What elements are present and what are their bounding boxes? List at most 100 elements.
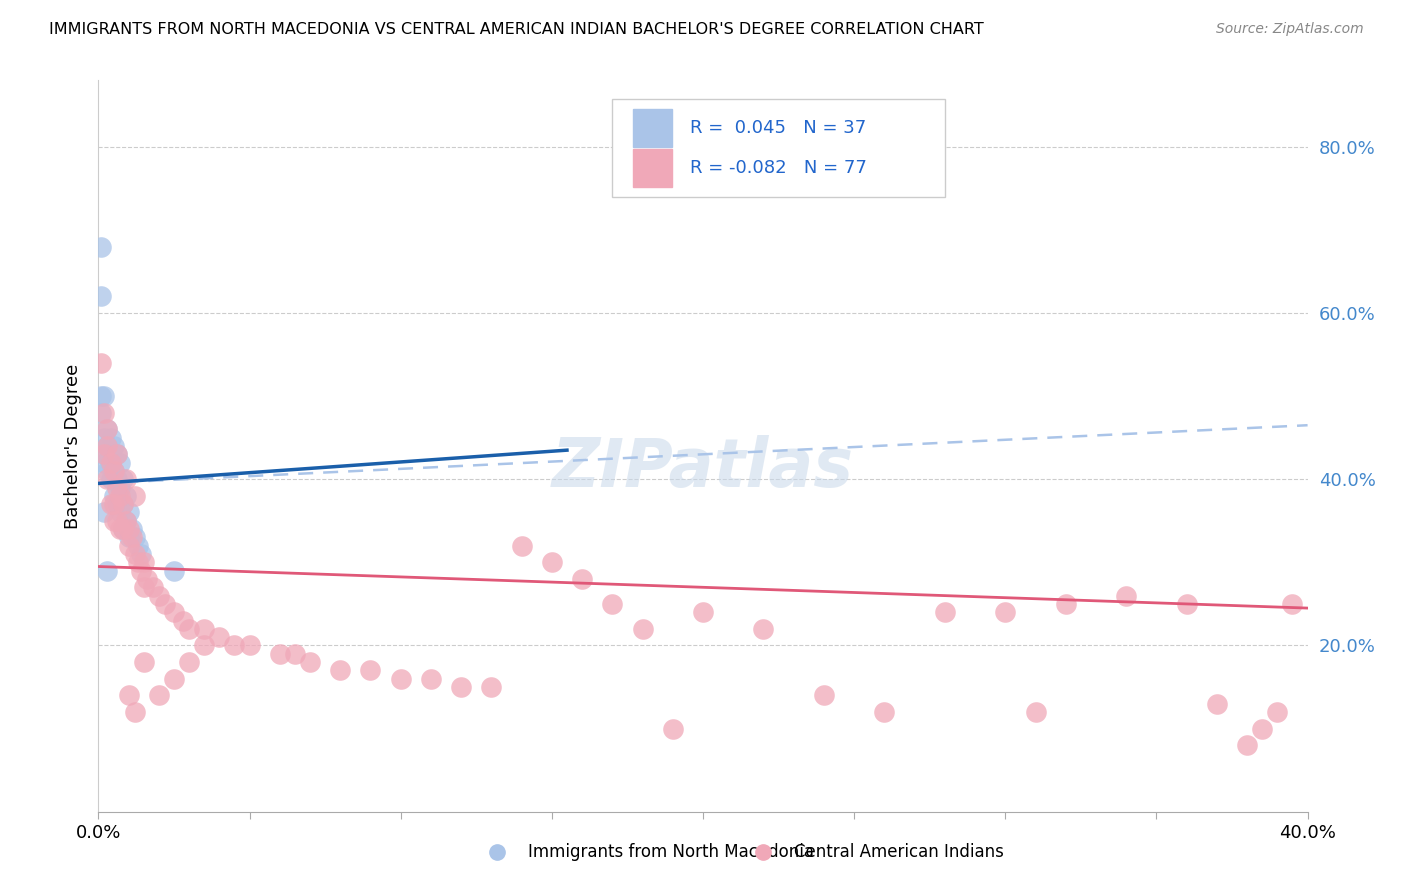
Point bbox=[661, 722, 683, 736]
Y-axis label: Bachelor's Degree: Bachelor's Degree bbox=[63, 363, 82, 529]
Point bbox=[193, 622, 215, 636]
Point bbox=[153, 597, 176, 611]
Point bbox=[111, 522, 134, 536]
Point bbox=[90, 239, 112, 253]
Text: R =  0.045   N = 37: R = 0.045 N = 37 bbox=[690, 119, 866, 136]
Point bbox=[103, 464, 125, 478]
Text: Immigrants from North Macedonia: Immigrants from North Macedonia bbox=[527, 843, 814, 861]
Point bbox=[269, 647, 291, 661]
Point bbox=[93, 389, 115, 403]
Point bbox=[96, 422, 118, 436]
FancyBboxPatch shape bbox=[613, 99, 945, 197]
Text: IMMIGRANTS FROM NORTH MACEDONIA VS CENTRAL AMERICAN INDIAN BACHELOR'S DEGREE COR: IMMIGRANTS FROM NORTH MACEDONIA VS CENTR… bbox=[49, 22, 984, 37]
Point bbox=[179, 622, 201, 636]
Point bbox=[1024, 705, 1046, 719]
Point bbox=[813, 689, 835, 703]
Point bbox=[100, 456, 122, 470]
Point bbox=[108, 506, 131, 520]
Point bbox=[224, 639, 246, 653]
Point bbox=[481, 680, 503, 694]
Point bbox=[1054, 597, 1077, 611]
Point bbox=[105, 472, 128, 486]
Point bbox=[105, 481, 128, 495]
Point bbox=[96, 422, 118, 436]
Point bbox=[93, 447, 115, 461]
Point bbox=[100, 472, 122, 486]
Point bbox=[114, 489, 136, 503]
Point bbox=[96, 464, 118, 478]
Point bbox=[163, 564, 186, 578]
Point bbox=[93, 447, 115, 461]
Point bbox=[114, 514, 136, 528]
Point bbox=[103, 514, 125, 528]
Point bbox=[148, 589, 170, 603]
Point bbox=[1267, 705, 1289, 719]
Point bbox=[96, 439, 118, 453]
Point bbox=[100, 431, 122, 445]
Point bbox=[105, 447, 128, 461]
Point bbox=[90, 289, 112, 303]
Point bbox=[142, 580, 165, 594]
Point bbox=[93, 406, 115, 420]
Point bbox=[1206, 697, 1229, 711]
Point bbox=[96, 564, 118, 578]
Point bbox=[118, 530, 141, 544]
Point bbox=[111, 497, 134, 511]
Point bbox=[132, 655, 155, 669]
Point bbox=[100, 497, 122, 511]
Point bbox=[1115, 589, 1137, 603]
Text: ZIPatlas: ZIPatlas bbox=[553, 435, 853, 501]
Point bbox=[111, 522, 134, 536]
Point bbox=[124, 489, 146, 503]
Point bbox=[108, 489, 131, 503]
Point bbox=[127, 539, 149, 553]
Point bbox=[208, 630, 231, 644]
Point bbox=[135, 572, 157, 586]
Point bbox=[420, 672, 443, 686]
Point bbox=[121, 522, 143, 536]
Point bbox=[934, 605, 956, 619]
Point bbox=[96, 472, 118, 486]
Point bbox=[1175, 597, 1198, 611]
FancyBboxPatch shape bbox=[633, 149, 672, 187]
Point bbox=[179, 655, 201, 669]
Point bbox=[129, 547, 152, 561]
Point bbox=[118, 506, 141, 520]
Point bbox=[1236, 738, 1258, 752]
Point bbox=[148, 689, 170, 703]
Point bbox=[96, 439, 118, 453]
Point bbox=[299, 655, 322, 669]
Point bbox=[127, 555, 149, 569]
Point bbox=[111, 497, 134, 511]
Point bbox=[873, 705, 896, 719]
Point bbox=[124, 705, 146, 719]
Point bbox=[329, 664, 352, 678]
Point bbox=[121, 530, 143, 544]
Point bbox=[540, 555, 562, 569]
Point bbox=[692, 605, 714, 619]
Point bbox=[124, 547, 146, 561]
Point bbox=[1281, 597, 1303, 611]
Point bbox=[132, 580, 155, 594]
Point bbox=[105, 514, 128, 528]
Point bbox=[118, 539, 141, 553]
Point bbox=[114, 514, 136, 528]
Point bbox=[108, 522, 131, 536]
Text: Source: ZipAtlas.com: Source: ZipAtlas.com bbox=[1216, 22, 1364, 37]
Point bbox=[239, 639, 262, 653]
Text: Central American Indians: Central American Indians bbox=[793, 843, 1004, 861]
Point bbox=[129, 564, 152, 578]
Text: R = -0.082   N = 77: R = -0.082 N = 77 bbox=[690, 159, 866, 177]
Point bbox=[752, 622, 775, 636]
Point bbox=[602, 597, 624, 611]
Point bbox=[1251, 722, 1274, 736]
Point bbox=[105, 497, 128, 511]
Point bbox=[360, 664, 382, 678]
Point bbox=[163, 605, 186, 619]
Point bbox=[994, 605, 1017, 619]
Point bbox=[111, 472, 134, 486]
Point bbox=[103, 497, 125, 511]
Point bbox=[103, 439, 125, 453]
Point bbox=[90, 356, 112, 370]
Point bbox=[93, 431, 115, 445]
